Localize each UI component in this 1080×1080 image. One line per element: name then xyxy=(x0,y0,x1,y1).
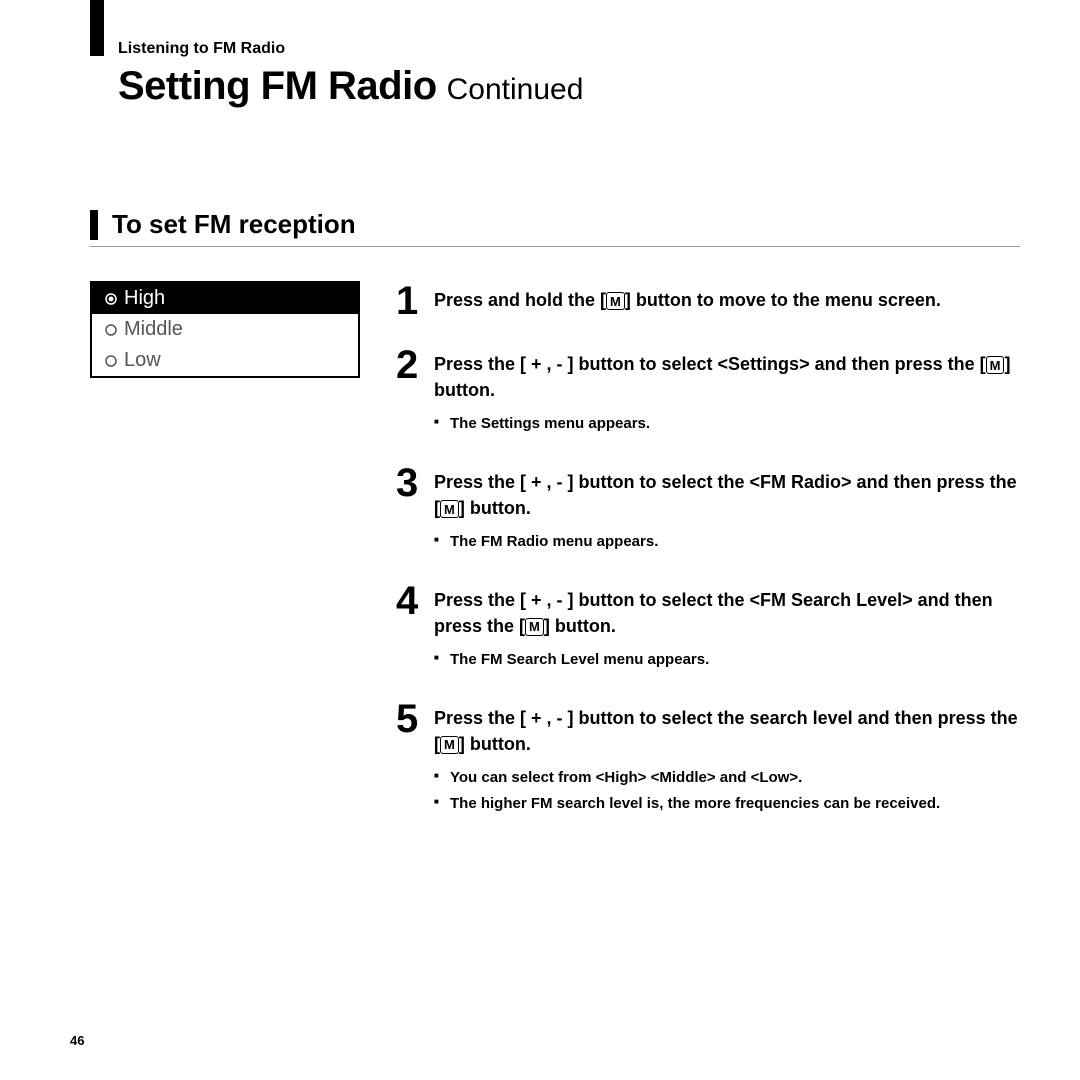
screenshot-menu-item: Middle xyxy=(92,314,358,345)
step-notes: The FM Radio menu appears. xyxy=(434,531,1020,553)
step-number: 4 xyxy=(396,581,434,621)
step-notes: The FM Search Level menu appears. xyxy=(434,649,1020,671)
section-title: To set FM reception xyxy=(112,209,356,240)
screenshot-menu-item: Low xyxy=(92,345,358,376)
step-note: The higher FM search level is, the more … xyxy=(434,793,1020,815)
step: 3Press the [ + , - ] button to select th… xyxy=(396,463,1020,557)
step-notes: The Settings menu appears. xyxy=(434,413,1020,435)
step-number: 2 xyxy=(396,345,434,385)
step-note: The Settings menu appears. xyxy=(434,413,1020,435)
m-button-icon: M xyxy=(440,500,459,518)
step-body: Press the [ + , - ] button to select the… xyxy=(434,463,1020,557)
screenshot-menu-label: Middle xyxy=(124,318,183,341)
step-instruction: Press the [ + , - ] button to select the… xyxy=(434,587,1020,639)
step-instruction: Press the [ + , - ] button to select <Se… xyxy=(434,351,1020,403)
step-instruction: Press and hold the [M] button to move to… xyxy=(434,287,941,313)
screenshot-menu-label: High xyxy=(124,287,165,310)
step-number: 3 xyxy=(396,463,434,503)
step-body: Press the [ + , - ] button to select the… xyxy=(434,581,1020,675)
section: To set FM reception HighMiddleLow 1Press… xyxy=(90,209,1020,843)
step-number: 1 xyxy=(396,281,434,321)
step: 4Press the [ + , - ] button to select th… xyxy=(396,581,1020,675)
title-continued: Continued xyxy=(447,73,584,107)
screenshot-menu-item: High xyxy=(92,283,358,314)
m-button-icon: M xyxy=(606,292,625,310)
step: 1Press and hold the [M] button to move t… xyxy=(396,281,1020,321)
steps-list: 1Press and hold the [M] button to move t… xyxy=(396,281,1020,843)
step-notes: You can select from <High> <Middle> and … xyxy=(434,767,1020,815)
step-body: Press the [ + , - ] button to select the… xyxy=(434,699,1020,819)
section-heading: To set FM reception xyxy=(90,209,1020,247)
step: 2Press the [ + , - ] button to select <S… xyxy=(396,345,1020,439)
page-title: Setting FM Radio Continued xyxy=(118,64,1020,109)
radio-icon xyxy=(104,355,118,367)
step-body: Press and hold the [M] button to move to… xyxy=(434,281,941,313)
step-note: You can select from <High> <Middle> and … xyxy=(434,767,1020,789)
step-note: The FM Search Level menu appears. xyxy=(434,649,1020,671)
screenshot-menu-label: Low xyxy=(124,349,161,372)
step-note: The FM Radio menu appears. xyxy=(434,531,1020,553)
radio-icon xyxy=(104,324,118,336)
m-button-icon: M xyxy=(440,736,459,754)
title-main: Setting FM Radio xyxy=(118,64,437,109)
section-body: High Middle Low 1Press and hold the [M] bu… xyxy=(90,281,1020,843)
step-body: Press the [ + , - ] button to select <Se… xyxy=(434,345,1020,439)
manual-page: Listening to FM Radio Setting FM Radio C… xyxy=(0,0,1080,1080)
step-number: 5 xyxy=(396,699,434,739)
device-screenshot: High Middle Low xyxy=(90,281,360,378)
section-bar-icon xyxy=(90,210,98,240)
breadcrumb: Listening to FM Radio xyxy=(118,40,1020,58)
m-button-icon: M xyxy=(986,356,1005,374)
step: 5Press the [ + , - ] button to select th… xyxy=(396,699,1020,819)
radio-selected-icon xyxy=(104,293,118,305)
step-instruction: Press the [ + , - ] button to select the… xyxy=(434,705,1020,757)
page-number: 46 xyxy=(70,1033,84,1048)
m-button-icon: M xyxy=(525,618,544,636)
chapter-tab xyxy=(90,0,104,56)
step-instruction: Press the [ + , - ] button to select the… xyxy=(434,469,1020,521)
